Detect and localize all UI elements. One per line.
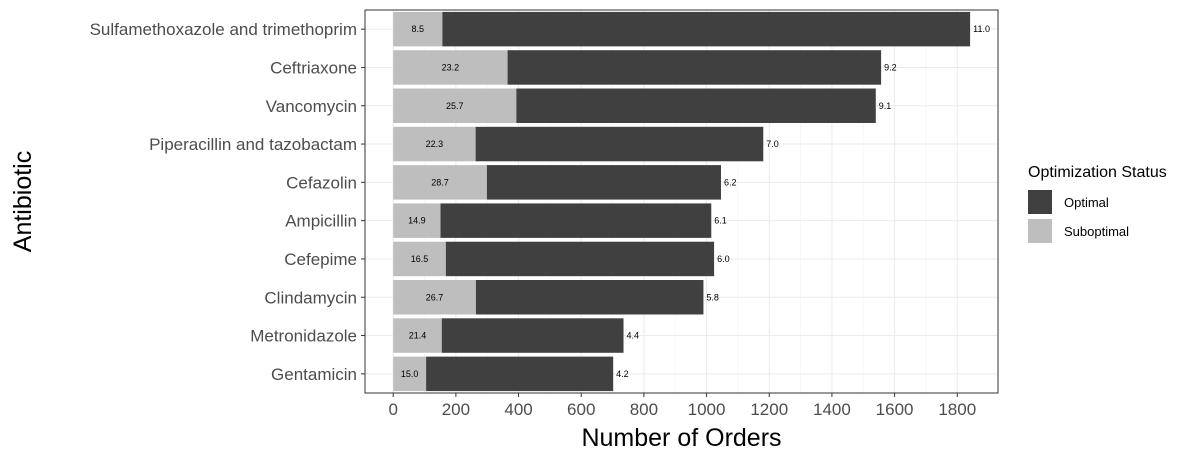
bar-label-optimal: 9.1 [879, 101, 892, 111]
x-tick-label: 1400 [813, 400, 851, 419]
bar-suboptimal [393, 165, 487, 200]
bar-label-suboptimal: 8.5 [412, 24, 425, 34]
bar-optimal [441, 318, 624, 353]
bar-optimal [475, 280, 704, 315]
bar-label-optimal: 6.2 [724, 177, 737, 187]
bar-suboptimal [393, 280, 476, 315]
bar-label-optimal: 4.4 [627, 331, 640, 341]
y-tick-label: Cefazolin [286, 173, 357, 192]
bar-label-suboptimal: 22.3 [426, 139, 444, 149]
bar-suboptimal [393, 318, 442, 353]
legend-label-optimal: Optimal [1064, 195, 1109, 210]
bar-suboptimal [393, 11, 443, 47]
x-tick-label: 600 [567, 400, 595, 419]
bar-optimal [475, 126, 764, 162]
bar-label-suboptimal: 28.7 [431, 177, 449, 187]
y-tick-label: Cefepime [284, 250, 357, 269]
x-tick-label: 0 [388, 400, 397, 419]
legend-swatch-optimal [1028, 190, 1052, 214]
bar-label-suboptimal: 16.5 [411, 254, 429, 264]
x-axis: 0 200 400 600 800 1000 1200 1400 1600 1800 [388, 393, 976, 419]
y-tick-label: Gentamicin [271, 365, 357, 384]
bar-label-optimal: 6.1 [714, 216, 727, 226]
bar-label-suboptimal: 21.4 [409, 331, 427, 341]
x-axis-title: Number of Orders [581, 424, 781, 452]
x-tick-label: 800 [630, 400, 658, 419]
bars [393, 11, 971, 392]
legend: Optimization Status Optimal Suboptimal [1028, 164, 1167, 243]
bar-label-suboptimal: 14.9 [408, 216, 426, 226]
y-axis-title: Antibiotic [9, 151, 37, 252]
bar-suboptimal [393, 50, 508, 85]
bar-label-optimal: 9.2 [884, 62, 897, 72]
y-tick-label: Clindamycin [264, 288, 357, 307]
y-tick-label: Piperacillin and tazobactam [149, 135, 357, 154]
y-axis: Sulfamethoxazole and trimethoprim Ceftria… [90, 20, 365, 384]
bar-label-suboptimal: 15.0 [401, 369, 419, 379]
y-tick-label: Vancomycin [266, 97, 357, 116]
y-tick-label: Ampicillin [285, 212, 357, 231]
bar-optimal [507, 50, 882, 85]
bar-label-suboptimal: 25.7 [446, 101, 464, 111]
bar-optimal [516, 88, 876, 123]
x-tick-label: 400 [504, 400, 532, 419]
x-tick-label: 200 [442, 400, 470, 419]
bar-label-optimal: 5.8 [706, 292, 719, 302]
y-tick-label: Metronidazole [250, 327, 357, 346]
bar-optimal [440, 203, 712, 238]
bar-optimal [442, 11, 971, 47]
bar-suboptimal [393, 88, 517, 123]
y-tick-label: Ceftriaxone [270, 58, 357, 77]
bar-suboptimal [393, 203, 441, 238]
bar-suboptimal [393, 356, 427, 392]
bar-optimal [426, 356, 614, 392]
bar-suboptimal [393, 126, 476, 162]
bar-label-suboptimal: 26.7 [426, 292, 444, 302]
x-tick-label: 1800 [938, 400, 976, 419]
y-tick-label: Sulfamethoxazole and trimethoprim [90, 20, 357, 39]
x-tick-label: 1200 [750, 400, 788, 419]
x-tick-label: 1600 [876, 400, 914, 419]
legend-items: Optimal Suboptimal [1028, 190, 1129, 243]
bar-label-optimal: 11.0 [973, 24, 990, 34]
bar-optimal [486, 165, 721, 200]
bar-label-optimal: 4.2 [616, 369, 629, 379]
bar-suboptimal [393, 241, 446, 277]
legend-swatch-suboptimal [1028, 219, 1052, 243]
bar-labels: 8.5 11.0 23.2 9.2 25.7 9.1 22.3 7.0 28.7 6.2 14.9 6… [401, 24, 990, 379]
plot-panel-border [364, 9, 999, 394]
bar-label-optimal: 6.0 [717, 254, 730, 264]
bar-label-suboptimal: 23.2 [442, 62, 460, 72]
bar-optimal [445, 241, 715, 277]
legend-title: Optimization Status [1028, 164, 1167, 181]
bar-label-optimal: 7.0 [766, 139, 779, 149]
legend-label-suboptimal: Suboptimal [1064, 224, 1129, 239]
x-tick-label: 1000 [688, 400, 726, 419]
